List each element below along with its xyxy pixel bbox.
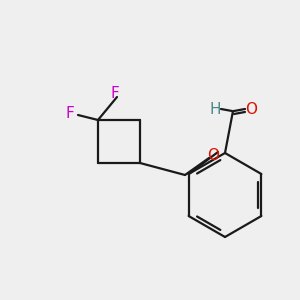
Text: H: H	[209, 101, 221, 116]
Text: O: O	[207, 148, 219, 163]
Text: O: O	[245, 101, 257, 116]
Text: F: F	[111, 85, 119, 100]
Text: F: F	[66, 106, 74, 121]
